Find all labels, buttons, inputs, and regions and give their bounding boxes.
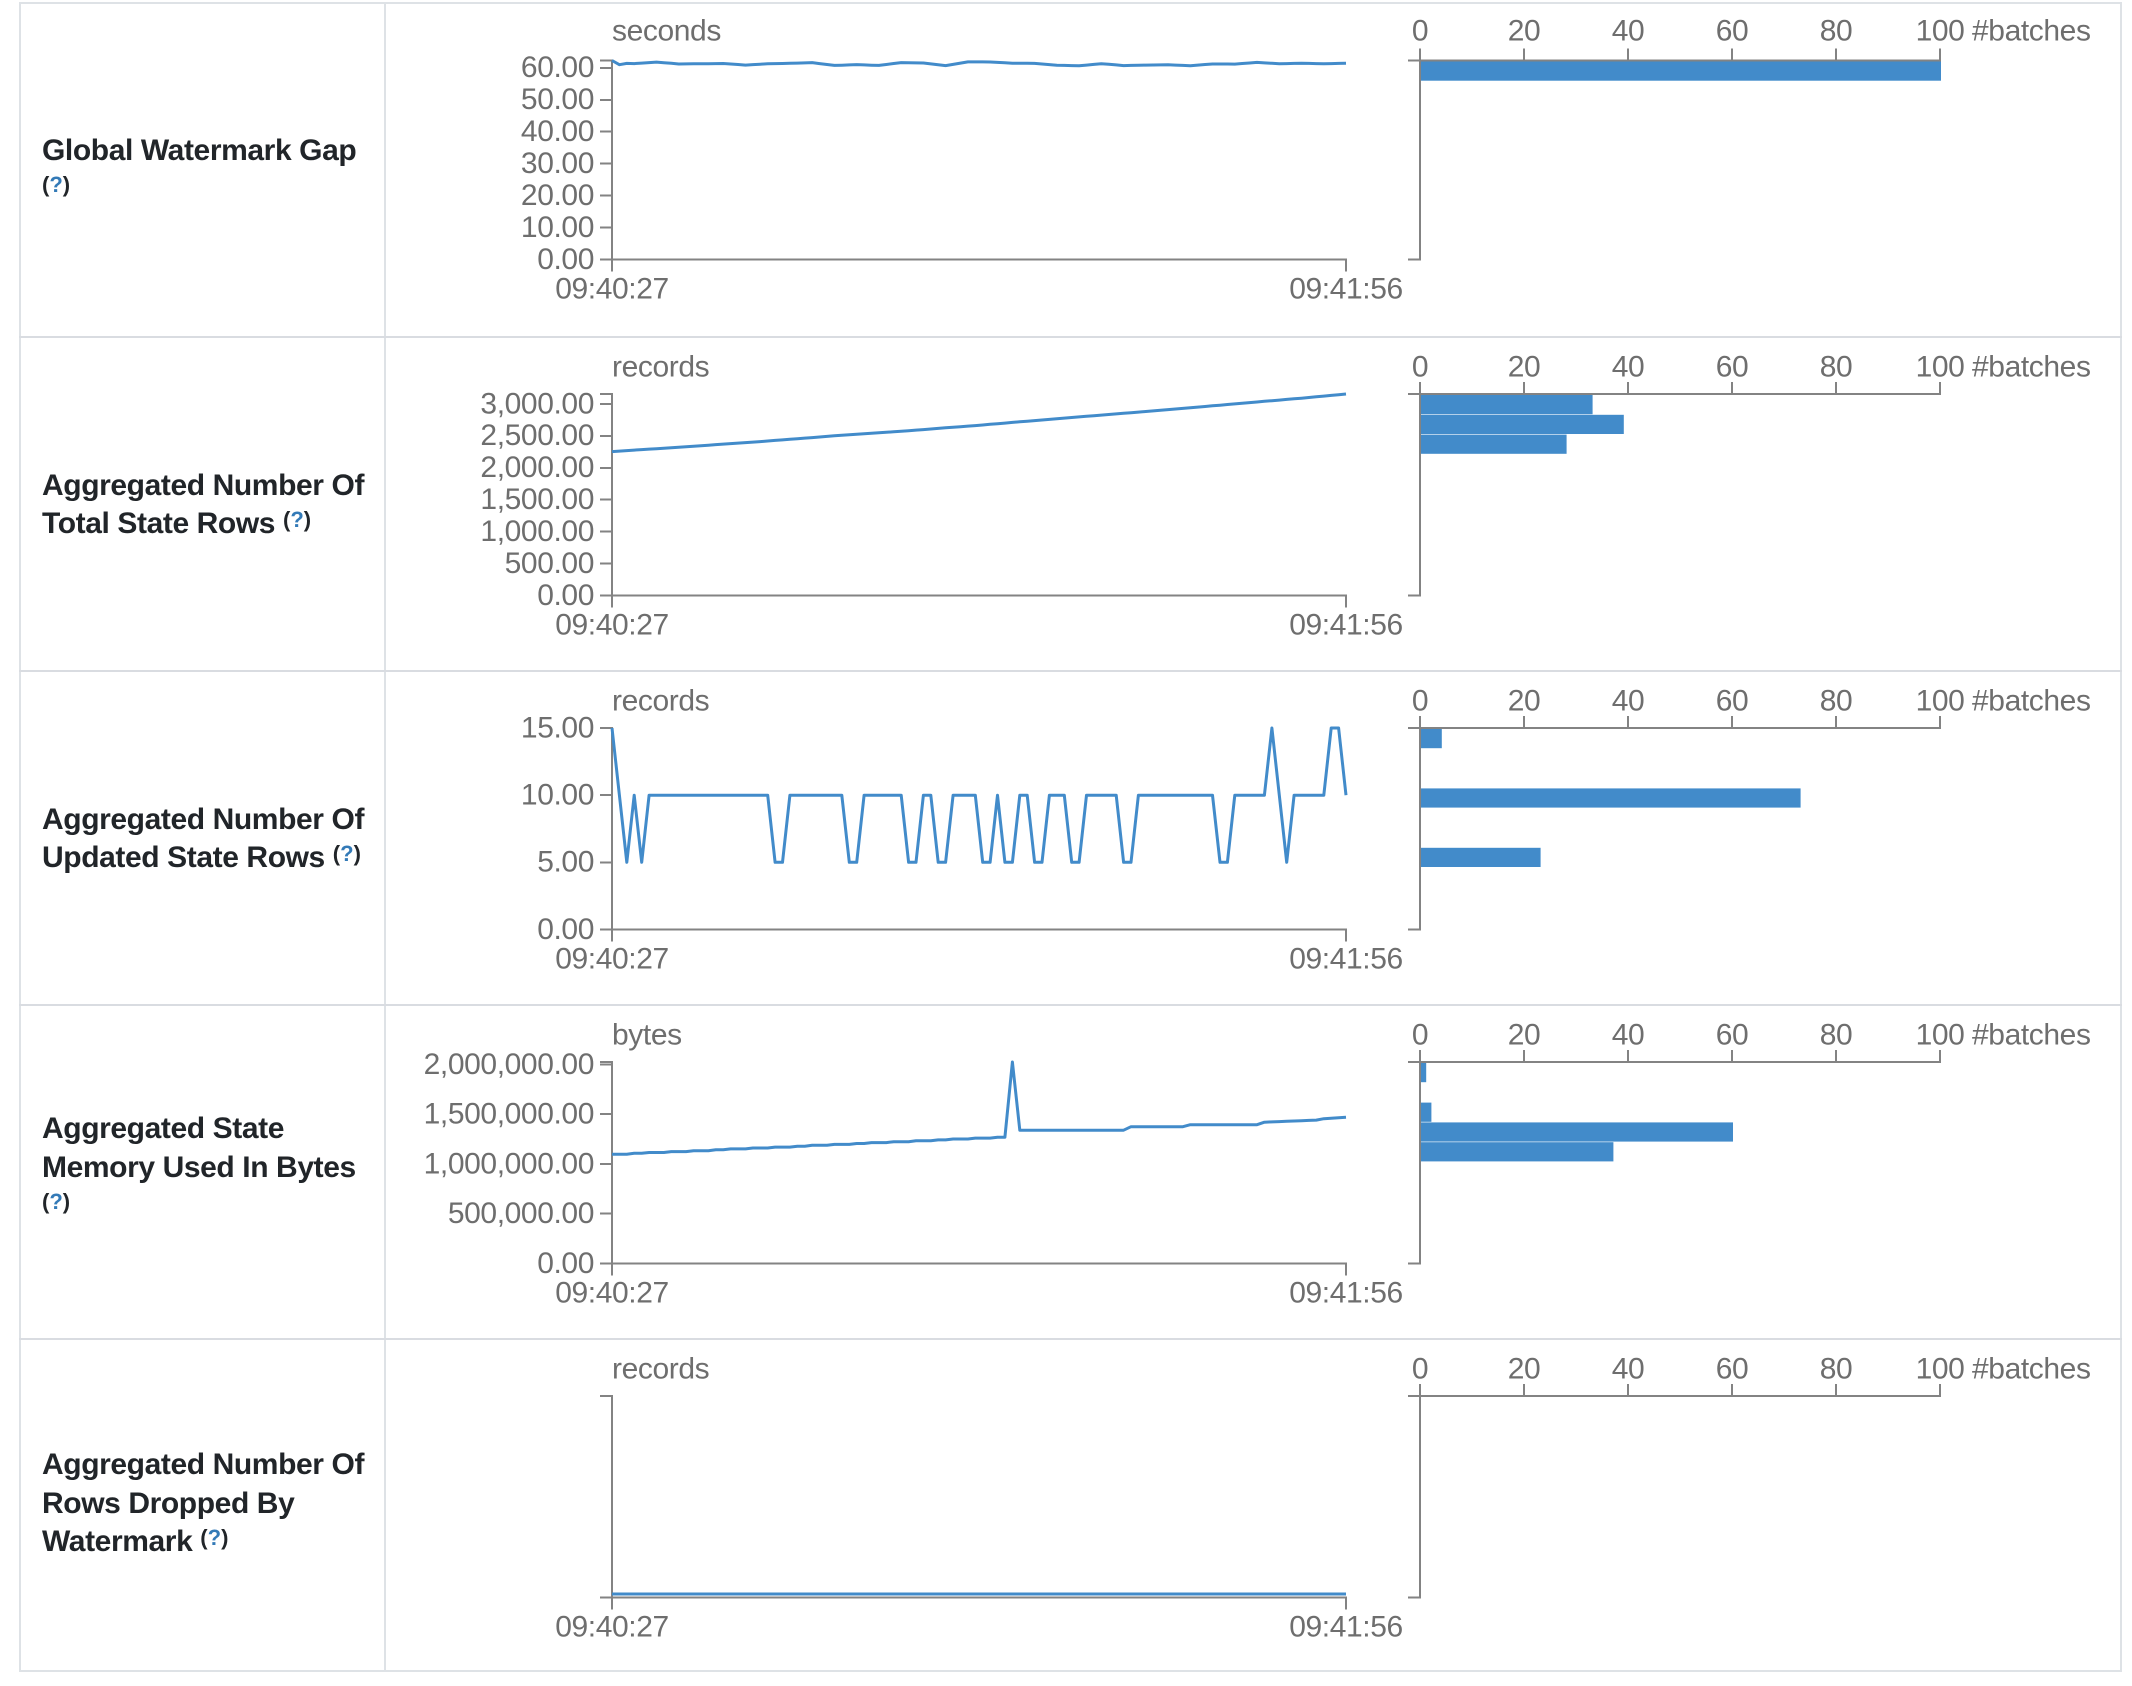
svg-text:0.00: 0.00: [537, 243, 594, 276]
svg-text:3,000.00: 3,000.00: [480, 387, 594, 420]
svg-text:0: 0: [1412, 685, 1428, 718]
svg-text:#batches: #batches: [1972, 351, 2091, 384]
svg-text:1,000.00: 1,000.00: [480, 515, 594, 548]
svg-text:100: 100: [1916, 1353, 1965, 1386]
svg-text:40: 40: [1612, 15, 1645, 48]
svg-text:20.00: 20.00: [521, 179, 594, 212]
svg-text:2,000,000.00: 2,000,000.00: [424, 1048, 594, 1081]
svg-text:60: 60: [1716, 15, 1749, 48]
svg-text:2,000.00: 2,000.00: [480, 451, 594, 484]
svg-text:20: 20: [1508, 685, 1541, 718]
svg-text:80: 80: [1820, 1353, 1853, 1386]
svg-text:09:40:27: 09:40:27: [555, 943, 669, 976]
svg-text:1,500,000.00: 1,500,000.00: [424, 1098, 594, 1131]
svg-text:09:41:56: 09:41:56: [1289, 943, 1403, 976]
svg-text:#batches: #batches: [1972, 1019, 2091, 1052]
svg-text:0: 0: [1412, 1019, 1428, 1052]
svg-text:seconds: seconds: [612, 15, 721, 48]
svg-text:40: 40: [1612, 1019, 1645, 1052]
svg-text:40.00: 40.00: [521, 115, 594, 148]
svg-text:records: records: [612, 1353, 709, 1386]
svg-text:100: 100: [1916, 15, 1965, 48]
svg-text:20: 20: [1508, 15, 1541, 48]
svg-text:40: 40: [1612, 1353, 1645, 1386]
svg-text:20: 20: [1508, 1019, 1541, 1052]
svg-text:0: 0: [1412, 1353, 1428, 1386]
svg-text:10.00: 10.00: [521, 211, 594, 244]
svg-text:80: 80: [1820, 351, 1853, 384]
svg-text:0.00: 0.00: [537, 579, 594, 612]
svg-text:100: 100: [1916, 685, 1965, 718]
svg-text:100: 100: [1916, 1019, 1965, 1052]
svg-text:10.00: 10.00: [521, 779, 594, 812]
svg-text:09:40:27: 09:40:27: [555, 1277, 669, 1310]
svg-text:1,500.00: 1,500.00: [480, 483, 594, 516]
svg-text:09:40:27: 09:40:27: [555, 1611, 669, 1644]
svg-text:60: 60: [1716, 685, 1749, 718]
svg-text:#batches: #batches: [1972, 15, 2091, 48]
svg-text:60: 60: [1716, 351, 1749, 384]
svg-text:09:41:56: 09:41:56: [1289, 1277, 1403, 1310]
svg-text:5.00: 5.00: [537, 846, 594, 879]
svg-text:0: 0: [1412, 351, 1428, 384]
svg-text:80: 80: [1820, 15, 1853, 48]
svg-text:0.00: 0.00: [537, 913, 594, 946]
svg-text:20: 20: [1508, 1353, 1541, 1386]
svg-text:60.00: 60.00: [521, 51, 594, 84]
svg-text:09:40:27: 09:40:27: [555, 273, 669, 306]
svg-text:40: 40: [1612, 351, 1645, 384]
svg-text:0: 0: [1412, 15, 1428, 48]
svg-text:80: 80: [1820, 1019, 1853, 1052]
svg-text:09:41:56: 09:41:56: [1289, 273, 1403, 306]
svg-text:60: 60: [1716, 1019, 1749, 1052]
svg-text:#batches: #batches: [1972, 685, 2091, 718]
svg-text:60: 60: [1716, 1353, 1749, 1386]
svg-text:20: 20: [1508, 351, 1541, 384]
svg-text:50.00: 50.00: [521, 83, 594, 116]
svg-text:#batches: #batches: [1972, 1353, 2091, 1386]
svg-text:2,500.00: 2,500.00: [480, 419, 594, 452]
svg-text:09:41:56: 09:41:56: [1289, 609, 1403, 642]
svg-text:30.00: 30.00: [521, 147, 594, 180]
svg-text:1,000,000.00: 1,000,000.00: [424, 1147, 594, 1180]
svg-text:100: 100: [1916, 351, 1965, 384]
svg-text:40: 40: [1612, 685, 1645, 718]
svg-text:500.00: 500.00: [505, 547, 594, 580]
svg-text:500,000.00: 500,000.00: [448, 1197, 594, 1230]
svg-text:80: 80: [1820, 685, 1853, 718]
svg-text:records: records: [612, 685, 709, 718]
svg-text:15.00: 15.00: [521, 711, 594, 744]
svg-text:bytes: bytes: [612, 1019, 682, 1052]
svg-text:records: records: [612, 351, 709, 384]
svg-text:0.00: 0.00: [537, 1247, 594, 1280]
svg-text:09:40:27: 09:40:27: [555, 609, 669, 642]
svg-text:09:41:56: 09:41:56: [1289, 1611, 1403, 1644]
